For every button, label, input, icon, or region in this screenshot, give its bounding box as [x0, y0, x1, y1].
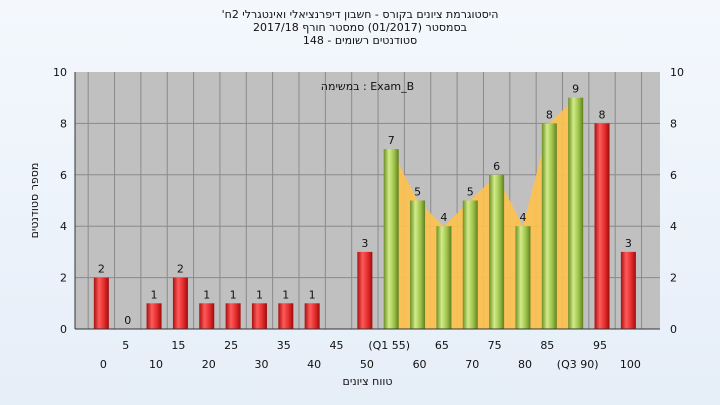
x-tick: 95	[593, 339, 607, 352]
x-tick: 60	[413, 358, 427, 371]
y-tick-left: 8	[60, 117, 67, 130]
x-tick: 80	[518, 358, 532, 371]
x-tick: 0	[100, 358, 107, 371]
bar-35	[278, 303, 294, 329]
bar-30	[251, 303, 267, 329]
bar-60	[410, 200, 426, 329]
bar-50	[357, 251, 373, 329]
bar-40	[304, 303, 320, 329]
x-tick: (Q3 90)	[557, 358, 599, 371]
bar-label-95: 8	[599, 108, 606, 121]
bar-85	[541, 123, 557, 330]
bar-label-80: 4	[519, 211, 526, 224]
bars: 2 0 1 2 1 1 1 1 1 3 7 5 4 5 6 4 8 9 8 3	[93, 83, 636, 330]
y-tick-left: 6	[60, 169, 67, 182]
y-tick-right: 8	[670, 117, 677, 130]
bar-label-100: 3	[625, 237, 632, 250]
chart-subtitle: בסמסטר (01/2017) סמסטר חורף 2017/18	[253, 21, 467, 34]
y-tick-left: 10	[53, 66, 67, 79]
axes: 0 02 24 46 68 810 105 15 25 35 45 (Q1 55) 65 75 85 950 1…	[53, 66, 684, 371]
bar-20	[199, 303, 215, 329]
bar-label-50: 3	[361, 237, 368, 250]
y-tick-left: 4	[60, 220, 67, 233]
bar-90	[568, 97, 584, 329]
chart-titles: 'היסטוגרמת ציונים בקורס - חשבון דיפרנציא…	[0, 8, 720, 47]
bar-label-75: 6	[493, 160, 500, 173]
bar-65	[436, 226, 452, 329]
bar-label-35: 1	[282, 288, 289, 301]
bar-25	[225, 303, 241, 329]
chart-subtitle-2: סטודנטים רשומים - 148	[302, 34, 418, 47]
x-tick: 40	[307, 358, 321, 371]
x-tick: 85	[540, 339, 554, 352]
bar-label-30: 1	[256, 288, 263, 301]
x-tick: 30	[254, 358, 268, 371]
y-axis-title: מספר סטודנטים	[28, 163, 41, 239]
x-tick: 45	[330, 339, 344, 352]
bar-label-60: 5	[414, 186, 421, 199]
x-tick: 75	[488, 339, 502, 352]
x-tick: 35	[277, 339, 291, 352]
bar-label-20: 1	[203, 288, 210, 301]
x-tick: 65	[435, 339, 449, 352]
chart-title: 'היסטוגרמת ציונים בקורס - חשבון דיפרנציא…	[221, 8, 499, 21]
bar-label-90: 9	[572, 83, 579, 96]
bar-label-70: 5	[467, 186, 474, 199]
x-tick: 100	[620, 358, 641, 371]
y-tick-left: 0	[60, 323, 67, 336]
bar-95	[594, 123, 610, 330]
bar-10	[146, 303, 162, 329]
x-tick: 50	[360, 358, 374, 371]
bar-75	[489, 174, 505, 329]
bar-label-15: 2	[177, 263, 184, 276]
bar-label-40: 1	[309, 288, 316, 301]
bar-label-10: 1	[151, 288, 158, 301]
bar-label-5: 0	[124, 314, 131, 327]
y-tick-right: 10	[670, 66, 684, 79]
y-tick-right: 6	[670, 169, 677, 182]
x-tick: 5	[122, 339, 129, 352]
y-tick-right: 0	[670, 323, 677, 336]
bar-label-65: 4	[440, 211, 447, 224]
x-tick: 25	[224, 339, 238, 352]
bar-label-85: 8	[546, 108, 553, 121]
x-axis-title: טווח ציונים	[343, 375, 393, 388]
y-tick-right: 2	[670, 272, 677, 285]
x-tick: 70	[465, 358, 479, 371]
chart-annotation: במשימה : Exam_B	[321, 80, 414, 93]
bar-label-25: 1	[230, 288, 237, 301]
bar-0	[93, 277, 109, 329]
x-tick: (Q1 55)	[368, 339, 410, 352]
bar-15	[172, 277, 188, 329]
bar-55	[383, 149, 399, 329]
y-tick-right: 4	[670, 220, 677, 233]
bar-label-55: 7	[388, 134, 395, 147]
x-tick: 10	[149, 358, 163, 371]
bar-70	[462, 200, 478, 329]
y-tick-left: 2	[60, 272, 67, 285]
bar-80	[515, 226, 531, 329]
bar-label-0: 2	[98, 263, 105, 276]
bar-100	[620, 251, 636, 329]
x-tick: 20	[202, 358, 216, 371]
x-tick: 15	[171, 339, 185, 352]
